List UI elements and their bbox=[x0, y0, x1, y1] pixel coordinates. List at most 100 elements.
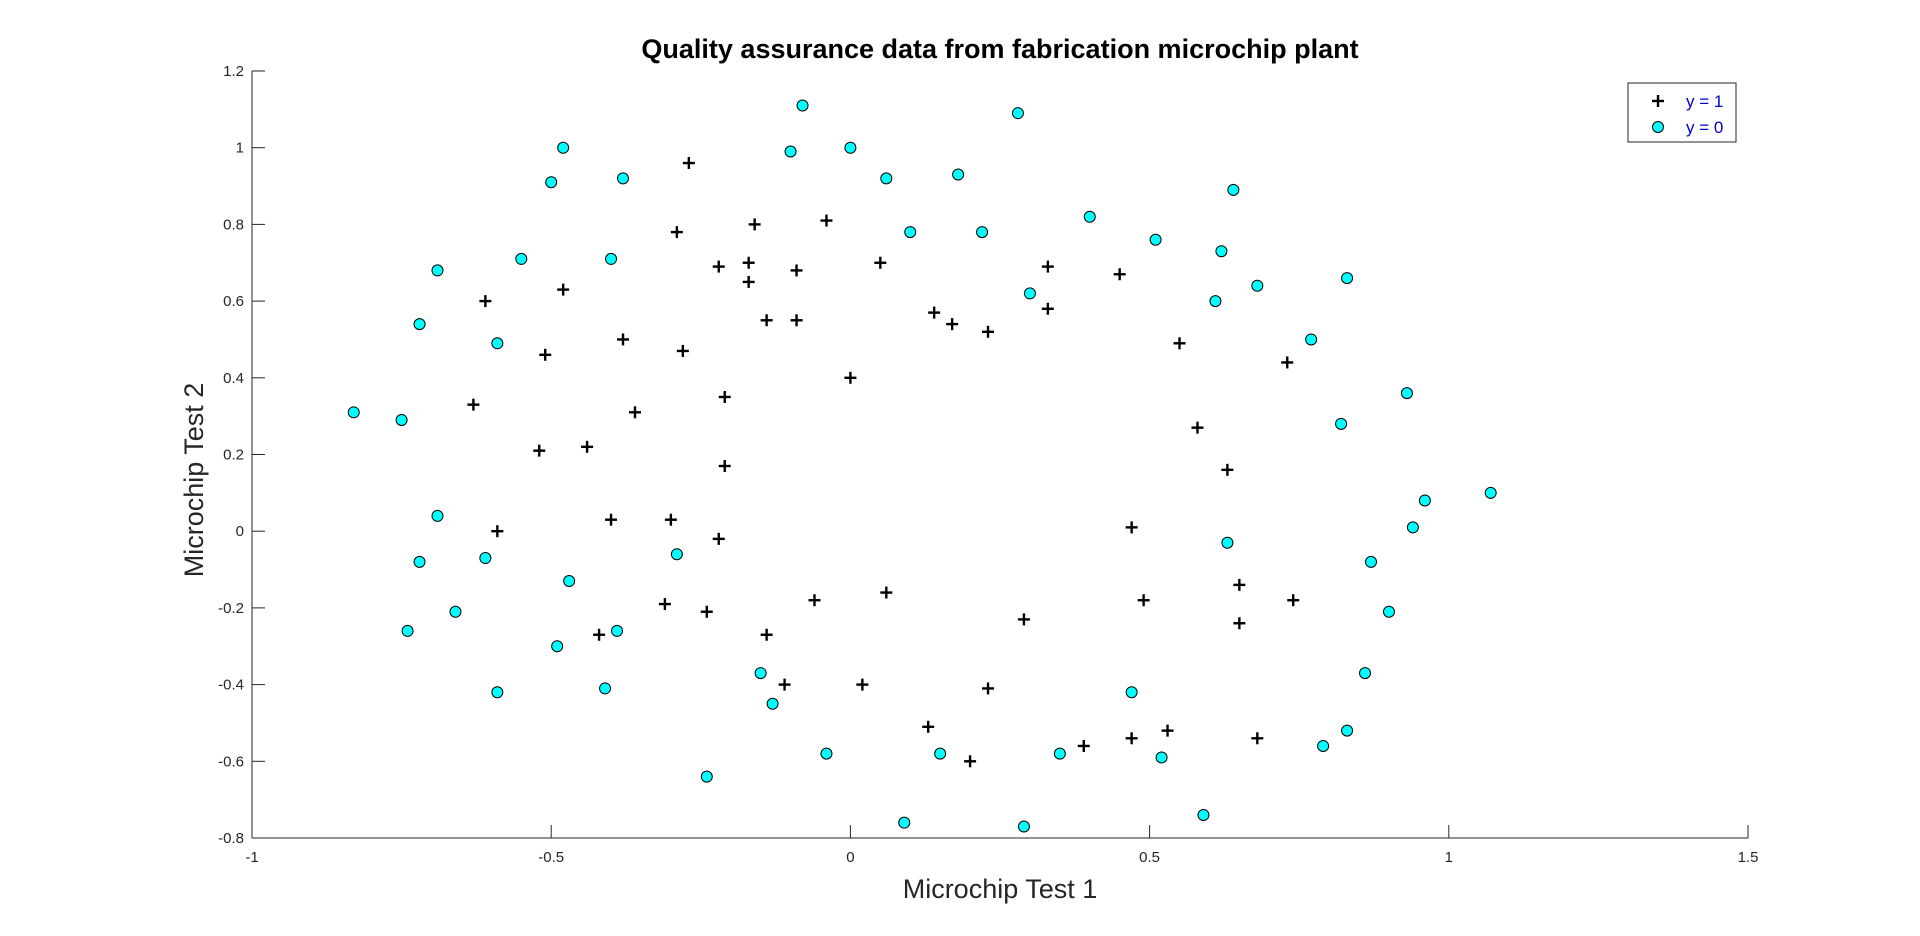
positive-point bbox=[778, 678, 791, 691]
negative-point bbox=[934, 747, 947, 760]
negative-point bbox=[611, 624, 624, 637]
positive-point bbox=[664, 513, 677, 526]
y-tick-label: 0 bbox=[236, 523, 244, 540]
negative-point bbox=[1400, 387, 1413, 400]
positive-point bbox=[658, 598, 671, 611]
negative-point bbox=[1382, 605, 1395, 618]
x-axis-label: Microchip Test 1 bbox=[903, 874, 1098, 904]
negative-point bbox=[431, 509, 444, 522]
negative-point bbox=[605, 252, 618, 265]
negative-point bbox=[754, 667, 767, 680]
negative-point bbox=[1053, 747, 1066, 760]
positive-point bbox=[1125, 521, 1138, 534]
y-tick-label: -0.2 bbox=[218, 600, 244, 617]
positive-point bbox=[1281, 356, 1294, 369]
y-tick-label: -0.8 bbox=[218, 830, 244, 847]
x-tick-label: -1 bbox=[245, 849, 258, 866]
negative-point bbox=[413, 318, 426, 331]
positive-point bbox=[1125, 732, 1138, 745]
negative-point bbox=[491, 686, 504, 699]
positive-point bbox=[718, 390, 731, 403]
negative-point bbox=[820, 747, 833, 760]
positive-point bbox=[628, 406, 641, 419]
negative-point bbox=[617, 172, 630, 185]
x-tick-label: 1.5 bbox=[1738, 849, 1759, 866]
negative-point bbox=[1341, 272, 1354, 285]
negative-point bbox=[952, 168, 965, 181]
negative-point bbox=[796, 99, 809, 112]
axes bbox=[251, 71, 1748, 839]
positive-point bbox=[605, 513, 618, 526]
negative-point bbox=[1011, 107, 1024, 120]
negative-point bbox=[880, 172, 893, 185]
negative-point bbox=[904, 226, 917, 239]
legend-box bbox=[1627, 82, 1737, 143]
positive-point bbox=[491, 525, 504, 538]
positive-point bbox=[748, 218, 761, 231]
y-tick-label: 0.6 bbox=[223, 293, 244, 310]
negative-point bbox=[1341, 724, 1354, 737]
positive-point bbox=[982, 325, 995, 338]
negative-point bbox=[1197, 808, 1210, 821]
legend-marker bbox=[1652, 121, 1664, 133]
positive-point bbox=[1161, 724, 1174, 737]
positive-point bbox=[874, 256, 887, 269]
positive-point bbox=[718, 460, 731, 473]
y-tick-label: 1.2 bbox=[223, 63, 244, 80]
negative-point bbox=[401, 624, 414, 637]
negative-point bbox=[1221, 536, 1234, 549]
negative-point bbox=[395, 413, 408, 426]
positive-point bbox=[1233, 617, 1246, 630]
y-tick-label: 0.4 bbox=[223, 370, 244, 387]
negative-point bbox=[431, 264, 444, 277]
ticks: -1 -0.5 0 0.5 1 1.5 -0.8 -0.6 -0.4 -0.2 0 0.2 0.4 0.6… bbox=[218, 63, 1758, 866]
negative-point bbox=[347, 406, 360, 419]
positive-point bbox=[1113, 268, 1126, 281]
positive-point bbox=[676, 344, 689, 357]
negative-point bbox=[413, 555, 426, 568]
negative-point bbox=[1317, 739, 1330, 752]
negative-point bbox=[1251, 279, 1264, 292]
y-tick-label: -0.4 bbox=[218, 677, 244, 694]
positive-point bbox=[922, 720, 935, 733]
y-tick-label: 0.2 bbox=[223, 447, 244, 464]
negative-point bbox=[1335, 417, 1348, 430]
positive-point bbox=[1041, 302, 1054, 315]
negative-point bbox=[1227, 183, 1240, 196]
positive-point bbox=[479, 295, 492, 308]
legend-label: y = 1 bbox=[1686, 92, 1723, 111]
x-tick-label: 0.5 bbox=[1139, 849, 1160, 866]
positive-point bbox=[1233, 578, 1246, 591]
positive-point bbox=[844, 371, 857, 384]
positive-point bbox=[467, 398, 480, 411]
y-tick-label: 0.8 bbox=[223, 216, 244, 233]
positive-point bbox=[593, 628, 606, 641]
negative-point bbox=[599, 682, 612, 695]
legend: y = 1 y = 0 bbox=[1627, 82, 1737, 143]
y-tick-label: 1 bbox=[236, 140, 244, 157]
positive-point bbox=[946, 318, 959, 331]
negative-point bbox=[700, 770, 713, 783]
negative-point bbox=[1209, 295, 1222, 308]
x-tick-label: 1 bbox=[1445, 849, 1453, 866]
negative-point bbox=[670, 548, 683, 561]
positive-point bbox=[964, 755, 977, 768]
positive-point bbox=[760, 314, 773, 327]
negative-point bbox=[551, 640, 564, 653]
negative-point bbox=[898, 816, 911, 829]
negative-point bbox=[1418, 494, 1431, 507]
legend-marker bbox=[1652, 95, 1664, 107]
positive-point bbox=[1287, 594, 1300, 607]
negative-point bbox=[1017, 820, 1030, 833]
chart-title: Quality assurance data from fabrication … bbox=[641, 34, 1358, 64]
positive-point bbox=[982, 682, 995, 695]
negative-point bbox=[784, 145, 797, 158]
negative-point bbox=[479, 552, 492, 565]
x-tick-label: 0 bbox=[846, 849, 854, 866]
positive-point bbox=[928, 306, 941, 319]
positive-point bbox=[880, 586, 893, 599]
positive-point bbox=[533, 444, 546, 457]
negative-point bbox=[491, 337, 504, 350]
positive-point bbox=[581, 440, 594, 453]
